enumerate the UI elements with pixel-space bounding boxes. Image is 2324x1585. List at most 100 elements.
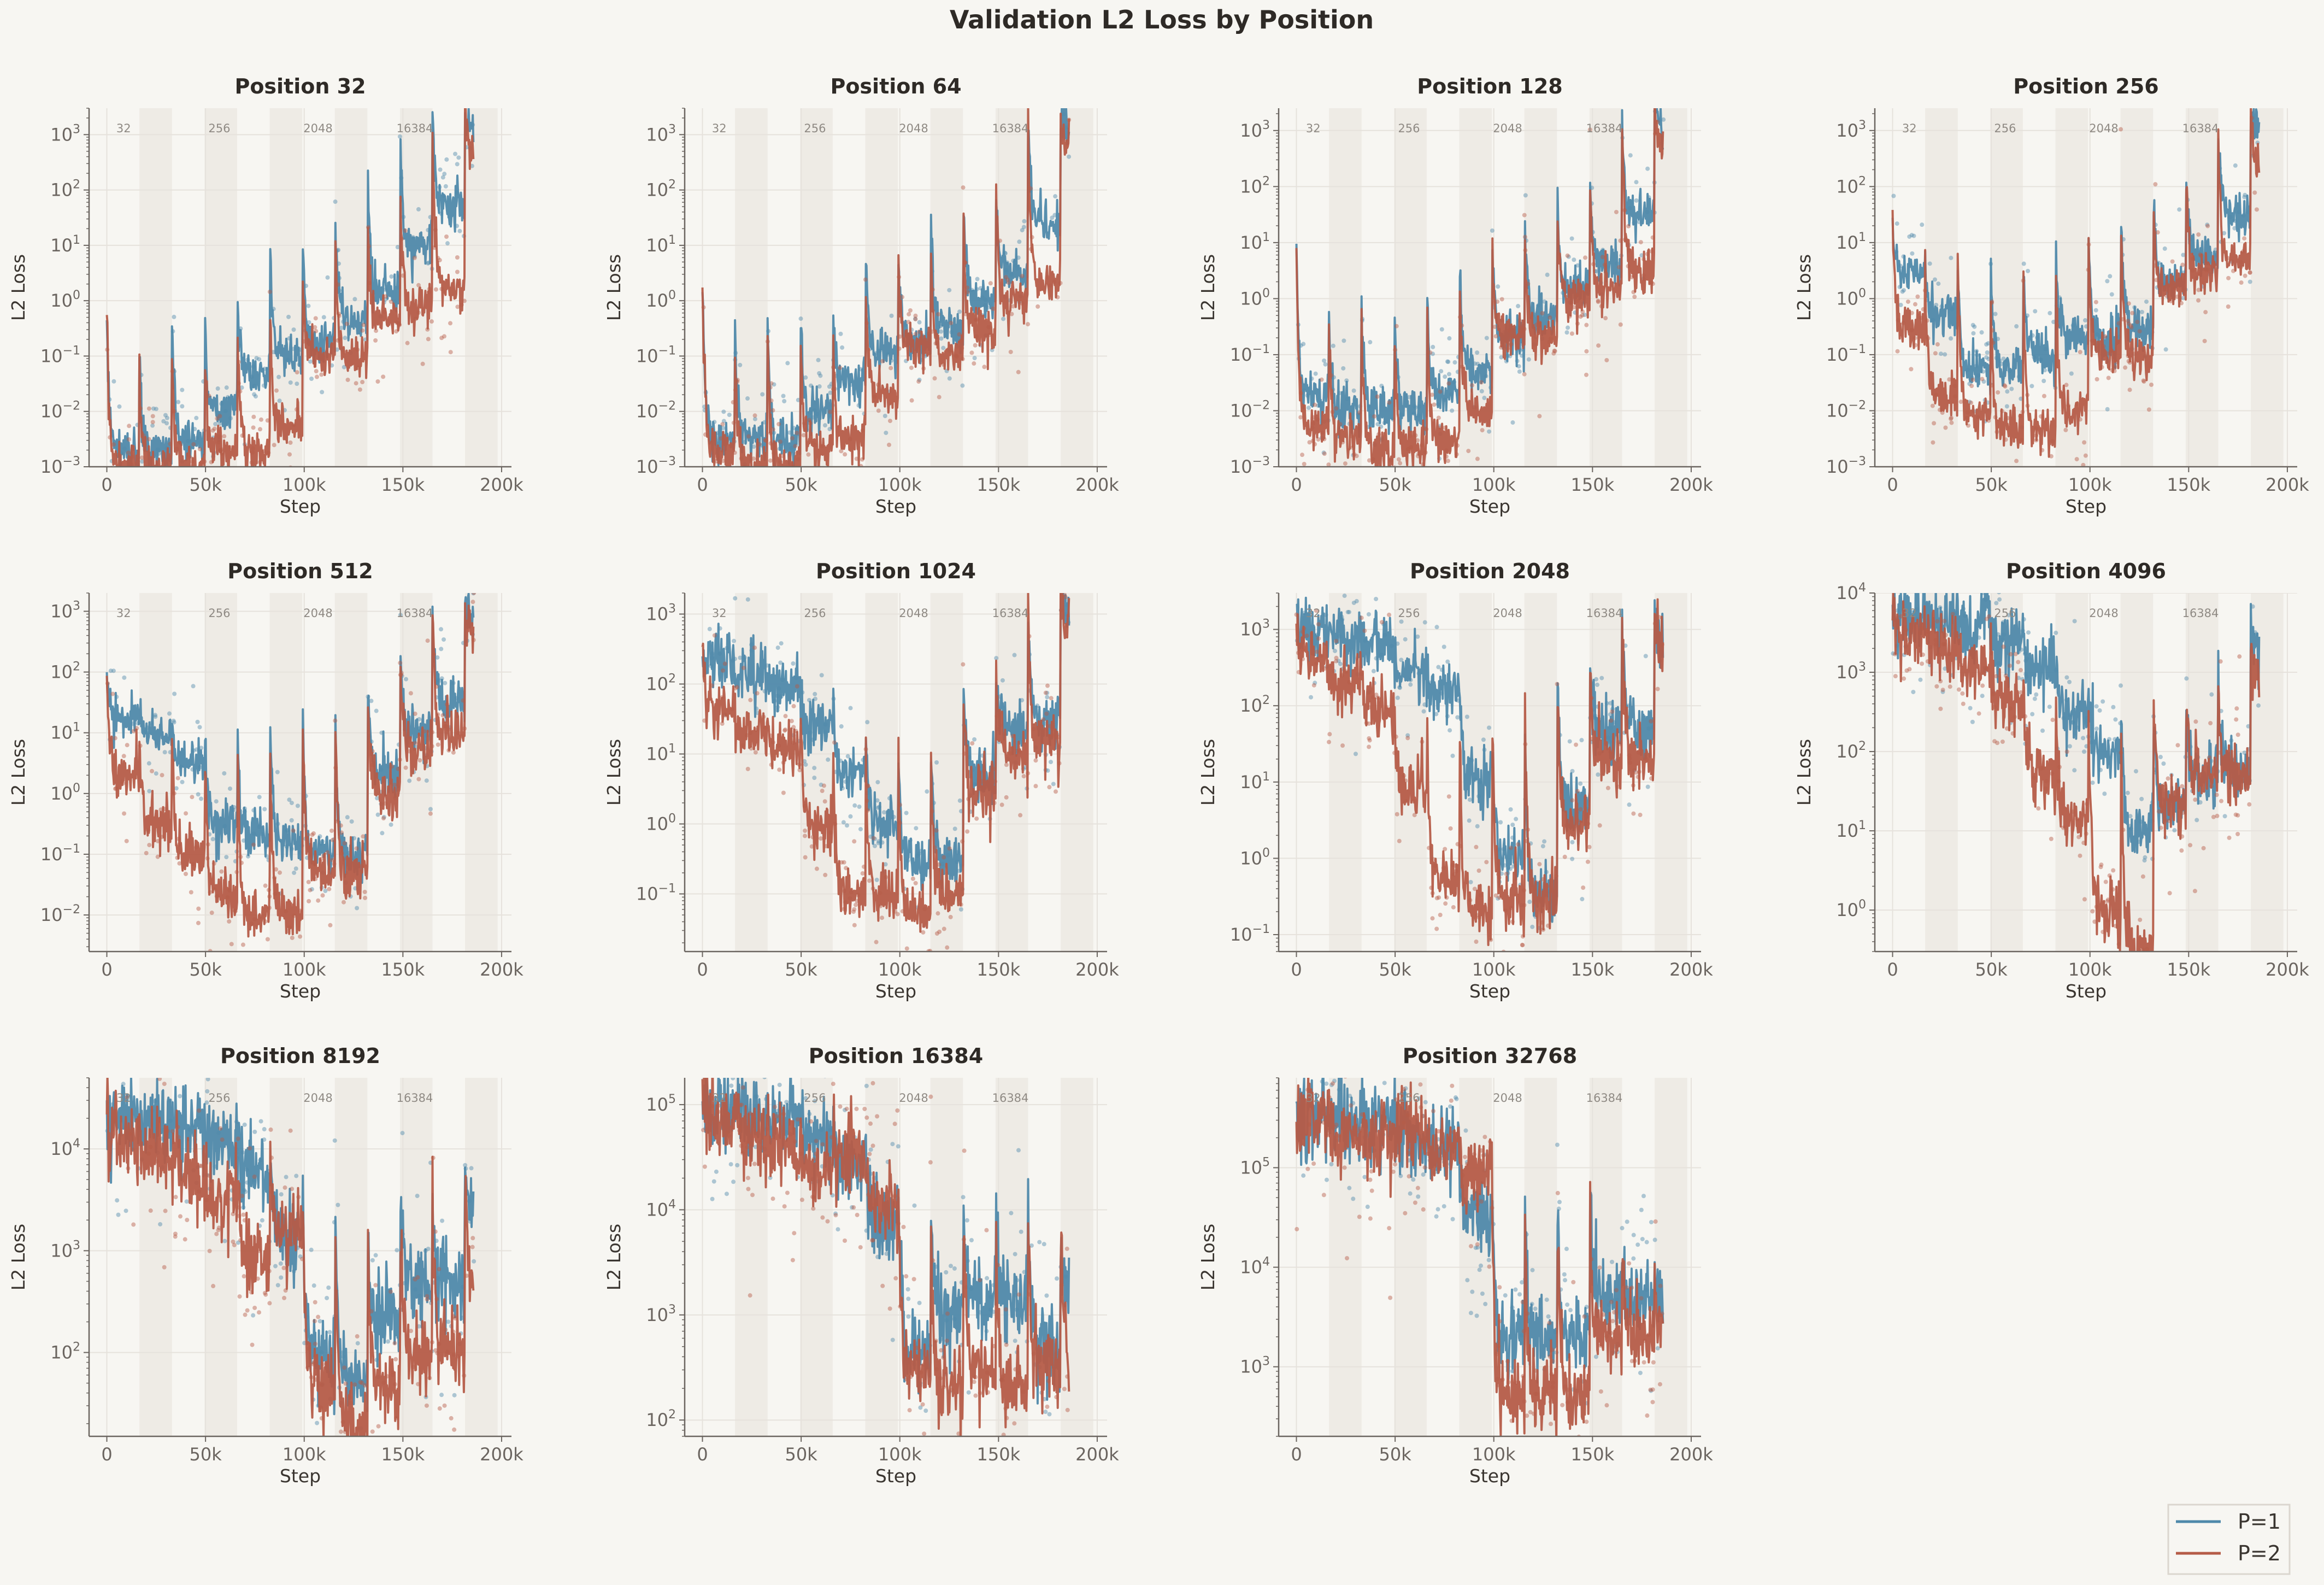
scatter-point bbox=[1475, 350, 1480, 355]
scatter-point bbox=[934, 931, 939, 936]
series-line bbox=[1295, 108, 1664, 467]
scatter-point bbox=[111, 668, 116, 673]
scatter-point bbox=[1578, 781, 1583, 786]
scatter-point bbox=[910, 876, 915, 881]
legend-box bbox=[2167, 1504, 2291, 1575]
scatter-point bbox=[1495, 299, 1500, 304]
y-axis-label: L2 Loss bbox=[603, 739, 625, 806]
scatter-point bbox=[1334, 406, 1339, 411]
scatter-point bbox=[782, 1204, 787, 1209]
scatter-point bbox=[317, 1319, 322, 1324]
scatter-point bbox=[1918, 677, 1923, 682]
series-line bbox=[1295, 1078, 1664, 1384]
scatter-point bbox=[453, 151, 458, 156]
scatter-point bbox=[2094, 726, 2099, 731]
scatter-point bbox=[275, 770, 280, 774]
scatter-point bbox=[1631, 811, 1636, 816]
scatter-point bbox=[2128, 323, 2133, 328]
scatter-point bbox=[795, 684, 799, 689]
scatter-point bbox=[1594, 269, 1599, 274]
scatter-point bbox=[1439, 369, 1444, 374]
scatter-point bbox=[1443, 847, 1448, 852]
stage-label: 16384 bbox=[1586, 607, 1623, 620]
scatter-point bbox=[229, 942, 234, 947]
scatter-point bbox=[263, 883, 268, 888]
scatter-point bbox=[313, 1341, 317, 1346]
scatter-point bbox=[373, 338, 378, 343]
scatter-point bbox=[360, 380, 365, 385]
series-P=1 bbox=[701, 593, 1071, 912]
scatter-point bbox=[222, 1238, 227, 1243]
scatter-point bbox=[2208, 721, 2213, 726]
scatter-point bbox=[1004, 762, 1009, 767]
scatter-point bbox=[961, 662, 966, 667]
scatter-point bbox=[1605, 785, 1610, 790]
scatter-point bbox=[1346, 609, 1351, 614]
scatter-point bbox=[1430, 916, 1435, 921]
scatter-point bbox=[1566, 325, 1570, 330]
scatter-point bbox=[1596, 343, 1601, 348]
scatter-point bbox=[154, 771, 158, 776]
scatter-point bbox=[295, 370, 299, 375]
scatter-point bbox=[858, 827, 863, 832]
scatter-point bbox=[819, 673, 824, 678]
scatter-point bbox=[928, 1160, 933, 1165]
xtick-label: 100k bbox=[283, 474, 326, 495]
scatter-point bbox=[1453, 1095, 1458, 1100]
scatter-point bbox=[843, 1238, 848, 1243]
xtick-label: 50k bbox=[785, 474, 817, 495]
scatter-point bbox=[262, 1290, 267, 1295]
stage-label: 256 bbox=[1398, 122, 1420, 135]
scatter-point bbox=[748, 1293, 752, 1298]
scatter-point bbox=[2252, 190, 2257, 195]
x-axis-label: Step bbox=[1469, 496, 1510, 517]
scatter-point bbox=[1416, 1096, 1421, 1101]
scatter-point bbox=[916, 379, 921, 384]
xtick-label: 50k bbox=[785, 959, 817, 980]
stage-label: 32 bbox=[712, 122, 727, 135]
scatter-point bbox=[2093, 300, 2098, 304]
scatter-point bbox=[875, 1114, 880, 1119]
scatter-point bbox=[701, 1128, 705, 1132]
scatter-point bbox=[1353, 752, 1358, 756]
scatter-point bbox=[1435, 1207, 1440, 1212]
scatter-point bbox=[854, 1106, 859, 1111]
scatter-point bbox=[1564, 1247, 1569, 1252]
scatter-point bbox=[153, 713, 158, 718]
scatter-point bbox=[797, 768, 802, 773]
scatter-point bbox=[782, 399, 787, 404]
scatter-point bbox=[1568, 1308, 1573, 1313]
scatter-point bbox=[1609, 718, 1614, 723]
scatter-point bbox=[1464, 714, 1469, 719]
scatter-point bbox=[1567, 739, 1572, 744]
scatter-point bbox=[1411, 1177, 1416, 1182]
scatter-point bbox=[332, 1138, 337, 1143]
scatter-point bbox=[869, 1238, 874, 1243]
scatter-point bbox=[222, 771, 227, 776]
scatter-point bbox=[1053, 789, 1058, 794]
scatter-point bbox=[1045, 690, 1050, 695]
scatter-point bbox=[180, 404, 185, 409]
scatter-point bbox=[2237, 654, 2242, 659]
scatter-point bbox=[884, 1251, 889, 1256]
scatter-point bbox=[194, 415, 199, 420]
legend-label-p2: P=2 bbox=[2238, 1541, 2281, 1565]
scatter-point bbox=[2001, 644, 2006, 649]
scatter-point bbox=[2235, 732, 2240, 737]
scatter-point bbox=[1480, 428, 1485, 433]
scatter-point bbox=[252, 392, 257, 397]
scatter-point bbox=[121, 754, 126, 759]
scatter-point bbox=[922, 1431, 927, 1436]
scatter-point bbox=[306, 879, 311, 884]
scatter-point bbox=[2069, 371, 2074, 376]
scatter-point bbox=[224, 385, 229, 390]
scatter-point bbox=[1037, 1240, 1042, 1244]
ytick-label: 10−2 bbox=[40, 400, 80, 422]
scatter-point bbox=[338, 1429, 343, 1434]
scatter-point bbox=[776, 422, 781, 427]
plot-area bbox=[89, 1078, 511, 1436]
scatter-point bbox=[2215, 813, 2220, 818]
scatter-point bbox=[781, 394, 786, 398]
series-line bbox=[1891, 593, 2261, 952]
scatter-point bbox=[1578, 807, 1583, 812]
